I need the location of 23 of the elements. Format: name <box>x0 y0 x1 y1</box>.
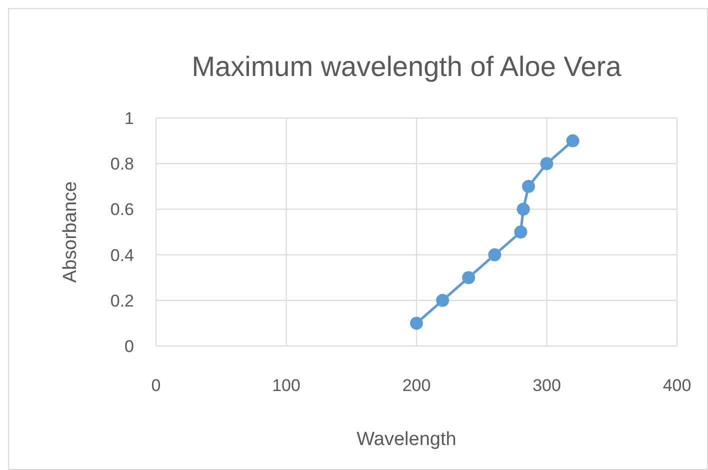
x-tick-label: 0 <box>151 376 161 395</box>
point <box>462 271 476 284</box>
point <box>488 248 502 262</box>
x-tick-label: 100 <box>272 376 300 395</box>
x-tick-label: 400 <box>662 376 692 395</box>
y-tick-label: 0.8 <box>110 154 134 174</box>
chart-title: Maximum wavelength of Aloe Vera <box>192 51 622 82</box>
point <box>436 294 450 307</box>
x-tick-label: 200 <box>402 376 431 395</box>
y-axis-title: Absorbance <box>60 181 81 283</box>
y-tick-label: 0.2 <box>110 291 134 310</box>
point <box>540 157 554 170</box>
point <box>522 180 536 193</box>
y-tick-label: 0 <box>124 337 134 356</box>
point <box>514 226 528 238</box>
point <box>410 316 423 330</box>
point <box>566 134 580 148</box>
y-tick-label: 1 <box>124 109 134 128</box>
y-tick-label: 0.6 <box>110 200 134 220</box>
x-tick-label: 300 <box>532 376 561 395</box>
x-axis-title: Wavelength <box>356 429 456 450</box>
y-tick-label: 0.4 <box>110 246 134 265</box>
point <box>516 202 530 216</box>
